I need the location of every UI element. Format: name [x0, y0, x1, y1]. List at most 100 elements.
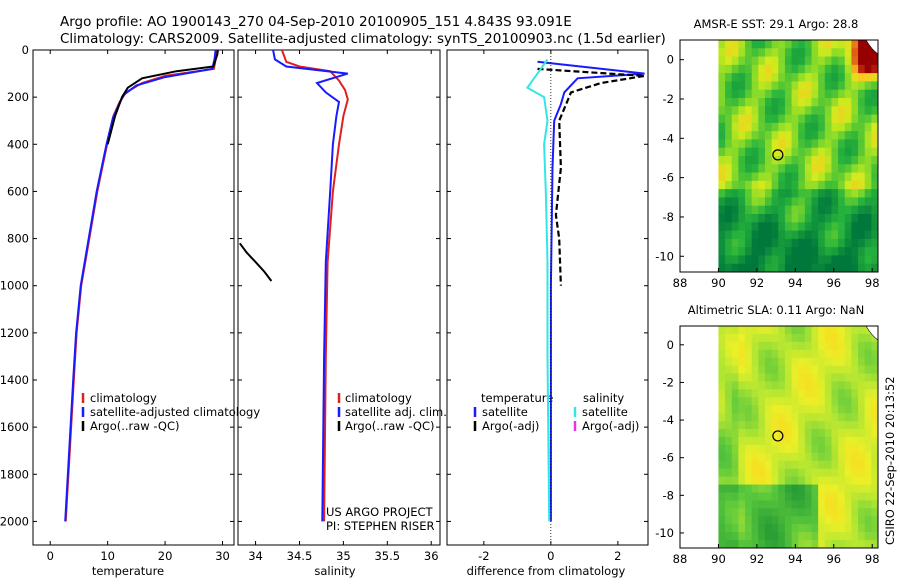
sla_map-cell [758, 326, 766, 335]
sla_map-cell [771, 381, 779, 390]
sst_map-cell [725, 81, 733, 91]
sla_map-cell [738, 532, 746, 541]
sla_map-cell [818, 413, 826, 422]
sla_map-cell [784, 452, 793, 462]
sst_map-cell [818, 214, 826, 223]
sla_map-cell [871, 349, 879, 359]
sla_map-cell [718, 373, 726, 382]
sla_map-cell [858, 405, 866, 414]
sla_map-cell [745, 381, 753, 390]
sla_map-cell [864, 421, 872, 430]
sst_map-cell [738, 122, 746, 132]
sst_map-cell [725, 238, 733, 248]
sst_map-cell [764, 56, 773, 66]
sla_map-cell [824, 508, 832, 517]
sla_map-cell [731, 484, 739, 493]
sst_map-ytick-label: -4 [663, 131, 674, 145]
sla_map-cell [851, 460, 859, 470]
sst_map-cell [718, 164, 726, 174]
sla_map-cell [778, 468, 786, 478]
sst_map-cell [798, 81, 806, 91]
sst_map-cell [864, 48, 872, 58]
sla_map-cell [764, 405, 773, 414]
sla_map-cell [725, 349, 733, 359]
sst_map-cell [725, 106, 733, 116]
sla_map-cell [864, 468, 872, 478]
sst_map-cell [738, 73, 746, 82]
sst_map-cell [751, 164, 759, 174]
sst_map-cell [745, 98, 753, 107]
sst_map-xtick-label: 88 [673, 276, 688, 290]
sla_map-cell [731, 492, 739, 501]
sla_map-cell [811, 373, 819, 382]
sst_map-cell [725, 147, 733, 157]
sst_map-cell [851, 139, 859, 149]
sst_map-cell [745, 156, 753, 165]
temperature-xtick-label: 0 [47, 549, 54, 563]
sst_map-cell [791, 81, 799, 91]
sla_map-cell [804, 444, 813, 454]
sst_map-cell [771, 222, 779, 232]
sst_map-cell [771, 247, 779, 256]
sst_map-cell [725, 139, 733, 149]
sla_map-cell [745, 508, 753, 517]
sst_map-cell [758, 247, 766, 256]
sla_map-cell [751, 341, 759, 351]
sla_map-cell [804, 341, 813, 351]
sst_map-cell [745, 114, 753, 124]
sla_map-cell [831, 500, 839, 509]
sla_map-cell [844, 532, 852, 541]
sla_map-cell [811, 421, 819, 430]
sst_map-cell [784, 98, 793, 107]
sst_map-cell [811, 247, 819, 256]
sst_map-cell [851, 131, 859, 140]
sst_map-cell [804, 73, 813, 82]
sla_map-cell [718, 476, 726, 486]
sst_map-cell [844, 222, 852, 232]
sst_map-cell [831, 247, 839, 256]
sst_map-cell [844, 238, 852, 248]
sst_map-cell [871, 180, 879, 190]
sla_map-cell [745, 349, 753, 359]
sla_map-cell [745, 405, 753, 414]
sla_map-cell [725, 341, 733, 351]
sst_map-cell [791, 56, 799, 66]
sla_map-cell [818, 349, 826, 359]
sst_map-cell [731, 180, 739, 190]
sst_map-cell [858, 263, 866, 273]
sla_map-cell [764, 341, 773, 351]
sla_map-cell [745, 540, 753, 549]
sla_map-cell [804, 484, 813, 493]
temperature-ytick-label: 2000 [0, 514, 29, 528]
sst_map-cell [738, 247, 746, 256]
sla_map-cell [831, 452, 839, 462]
sla_map-cell [844, 516, 852, 525]
sla_map-cell [784, 484, 793, 493]
sst_map-cell [784, 263, 793, 273]
sla_map-xtick-label: 90 [711, 552, 726, 566]
sla_map-cell [851, 484, 859, 493]
sla_map-cell [758, 500, 766, 509]
sst_map-cell [725, 114, 733, 124]
sla_map-cell [804, 326, 813, 335]
sla_map-cell [745, 444, 753, 454]
sst_map-cell [738, 222, 746, 232]
sst_map-cell [778, 64, 786, 74]
sst_map-cell [718, 73, 726, 82]
sst_map-cell [784, 172, 793, 182]
sla_map-cell [718, 452, 726, 462]
sla_map-cell [764, 429, 773, 438]
sla_map-cell [811, 500, 819, 509]
sst_map-cell [778, 139, 786, 149]
sla_map-cell [738, 413, 746, 422]
sla_map-cell [871, 405, 879, 414]
sla_map-cell [718, 460, 726, 470]
sst_map-cell [718, 122, 726, 132]
sst_map-cell [745, 255, 753, 265]
sst_map-cell [758, 81, 766, 91]
sla_map-cell [824, 437, 832, 446]
sst_map-cell [858, 40, 866, 49]
sla_map-cell [864, 540, 872, 549]
temp-legend-clim: climatology [90, 391, 157, 405]
sla_map-cell [771, 389, 779, 398]
